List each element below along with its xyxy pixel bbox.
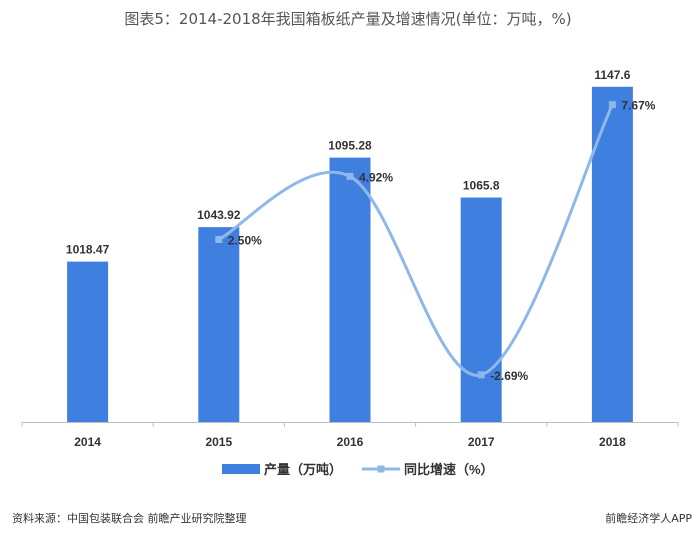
bar-2016 — [329, 157, 371, 423]
bar-value-label-2016: 1095.28 — [328, 139, 372, 153]
x-tick-label-2017: 2017 — [468, 435, 495, 449]
bar-2018 — [591, 86, 633, 422]
bar-2014 — [67, 261, 109, 422]
x-tick-label-2014: 2014 — [74, 435, 101, 449]
growth-point-2017 — [477, 371, 485, 379]
bar-value-label-2015: 1043.92 — [197, 208, 241, 222]
source-note: 资料来源：中国包装联合会 前瞻产业研究院整理 — [12, 512, 247, 525]
chart-title: 图表5：2014-2018年我国箱板纸产量及增速情况(单位：万吨，%) — [124, 10, 572, 28]
x-tick-label-2015: 2015 — [205, 435, 232, 449]
growth-value-label-2018: 7.67% — [621, 99, 655, 113]
x-tick-label-2018: 2018 — [599, 435, 626, 449]
growth-value-label-2017: -2.69% — [490, 369, 528, 383]
bar-value-label-2018: 1147.6 — [594, 68, 630, 82]
legend-bar-label: 产量（万吨） — [264, 462, 342, 477]
x-tick-label-2016: 2016 — [337, 435, 364, 449]
growth-point-2015 — [215, 235, 223, 243]
watermark-text: 前瞻经济学人APP — [605, 512, 692, 525]
growth-point-2016 — [346, 172, 354, 180]
legend-line-marker — [377, 465, 385, 473]
growth-rate-line — [217, 103, 614, 377]
legend-bar-swatch — [222, 464, 260, 474]
bar-2017 — [460, 197, 502, 422]
bar-value-label-2017: 1065.8 — [463, 179, 500, 193]
growth-point-2018 — [608, 101, 616, 109]
growth-value-label-2016: 4.92% — [359, 170, 393, 184]
bar-2015 — [198, 227, 240, 422]
bar-value-label-2014: 1018.47 — [66, 243, 110, 257]
legend-line-label: 同比增速（%） — [404, 462, 494, 477]
growth-value-label-2015: 2.50% — [228, 233, 262, 247]
